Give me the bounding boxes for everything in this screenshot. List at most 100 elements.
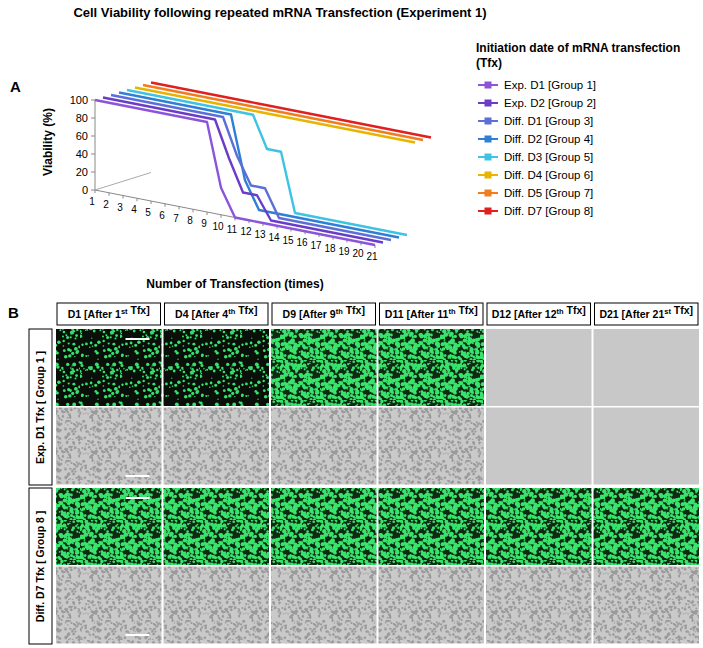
header-text: Tfx] — [456, 304, 478, 316]
legend-swatch — [485, 208, 492, 215]
x-tick — [123, 196, 124, 199]
column-header-box — [272, 303, 376, 325]
empty-image — [594, 329, 700, 406]
x-axis-label: Number of Transfection (times) — [146, 277, 323, 291]
header-text: D4 [After — [175, 308, 222, 320]
x-tick-label: 20 — [352, 248, 364, 259]
column-header: D12 [After 12th Tfx] — [492, 304, 586, 320]
y-tick — [91, 154, 95, 155]
phase-contrast-image — [486, 567, 592, 644]
fluorescence-image — [271, 329, 377, 406]
legend-swatch — [485, 172, 492, 179]
legend-swatch — [485, 190, 492, 197]
x-tick-label: 1 — [89, 196, 95, 207]
column-header: D21 [After 21st Tfx] — [599, 304, 693, 320]
header-text: D1 [After — [68, 308, 115, 320]
y-tick-label: 0 — [82, 184, 88, 196]
panel-label: B — [8, 304, 19, 321]
x-tick-label: 11 — [227, 224, 238, 235]
scale-bar — [126, 634, 150, 636]
column-header-box — [57, 303, 161, 325]
legend-label: Diff. D4 [Group 6] — [504, 169, 593, 181]
header-text: D12 [After 1 — [492, 308, 551, 320]
fluorescence-image — [594, 488, 700, 565]
scale-bar — [126, 338, 150, 340]
legend-swatch — [485, 100, 492, 107]
empty-image — [486, 329, 592, 406]
x-tick-label: 8 — [187, 215, 193, 226]
header-text: D11 [After 1 — [385, 308, 444, 320]
y-tick-label: 40 — [76, 148, 88, 160]
row-label-box — [29, 329, 52, 485]
column-header-box — [380, 303, 484, 325]
x-tick-label: 10 — [212, 221, 224, 232]
column-header-box — [487, 303, 591, 325]
header-text: Tfx] — [343, 304, 365, 316]
header-text: Tfx] — [128, 304, 150, 316]
x-tick — [151, 201, 152, 204]
fluorescence-image — [379, 329, 485, 406]
fluorescence-image — [379, 488, 485, 565]
series-line — [95, 100, 375, 245]
fluorescence-image — [164, 329, 270, 406]
y-tick — [91, 100, 95, 101]
x-tick — [207, 212, 208, 215]
phase-contrast-image — [594, 567, 700, 644]
x-tick-label: 3 — [117, 202, 123, 213]
phase-contrast-image — [56, 567, 162, 644]
column-header: D1 [After 1st Tfx] — [68, 304, 150, 320]
series-line — [103, 98, 383, 243]
column-header: D4 [After 4th Tfx] — [175, 304, 257, 320]
x-tick — [193, 209, 194, 212]
phase-contrast-image — [271, 408, 377, 485]
phase-contrast-image — [379, 567, 485, 644]
y-tick — [91, 118, 95, 119]
y-axis — [95, 100, 96, 190]
legend-label: Exp. D1 [Group 1] — [504, 79, 596, 91]
legend-label: Diff. D5 [Group 7] — [504, 187, 593, 199]
x-tick — [109, 193, 110, 196]
plot-area — [95, 83, 431, 246]
x-tick — [179, 207, 180, 210]
x-tick-label: 15 — [282, 235, 294, 246]
row-label: Diff. D7 Tfx [ Group 8 ] — [34, 511, 46, 622]
x-tick-label: 13 — [254, 229, 266, 240]
y-tick-label: 100 — [70, 94, 88, 106]
y-tick — [91, 172, 95, 173]
phase-contrast-image — [56, 408, 162, 485]
header-text: D9 [After — [283, 308, 330, 320]
fluorescence-image — [271, 488, 377, 565]
x-tick-label: 5 — [145, 207, 151, 218]
legend-label: Diff. D7 [Group 8] — [504, 205, 593, 217]
legend-swatch — [485, 154, 492, 161]
phase-contrast-image — [271, 567, 377, 644]
y-tick-label: 80 — [76, 112, 88, 124]
figure-title: Cell Viability following repeated mRNA T… — [73, 5, 486, 20]
column-header-box — [165, 303, 269, 325]
row-label-box — [29, 488, 52, 644]
phase-contrast-image — [164, 567, 270, 644]
header-text: Tfx] — [671, 304, 693, 316]
y-tick-label: 20 — [76, 166, 88, 178]
legend-label: Exp. D2 [Group 2] — [504, 97, 596, 109]
legend-title-line: (Tfx) — [476, 56, 502, 70]
x-tick — [95, 190, 96, 193]
x-tick-label: 19 — [338, 246, 350, 257]
header-text: Tfx] — [235, 304, 257, 316]
x-tick — [137, 198, 138, 201]
scale-bar — [126, 475, 150, 477]
x-tick-label: 16 — [296, 237, 308, 248]
x-tick-label: 12 — [240, 226, 252, 237]
fluorescence-image — [486, 488, 592, 565]
y-tick — [91, 190, 95, 191]
x-tick-label: 9 — [201, 218, 207, 229]
figure: Cell Viability following repeated mRNA T… — [0, 0, 703, 648]
x-tick-label: 2 — [103, 199, 109, 210]
legend-label: Diff. D2 [Group 4] — [504, 133, 593, 145]
x-tick — [165, 204, 166, 207]
legend-swatch — [485, 118, 492, 125]
x-tick-label: 7 — [173, 213, 179, 224]
legend-swatch — [485, 136, 492, 143]
x-tick-label: 21 — [366, 251, 378, 262]
fluorescence-image — [56, 488, 162, 565]
